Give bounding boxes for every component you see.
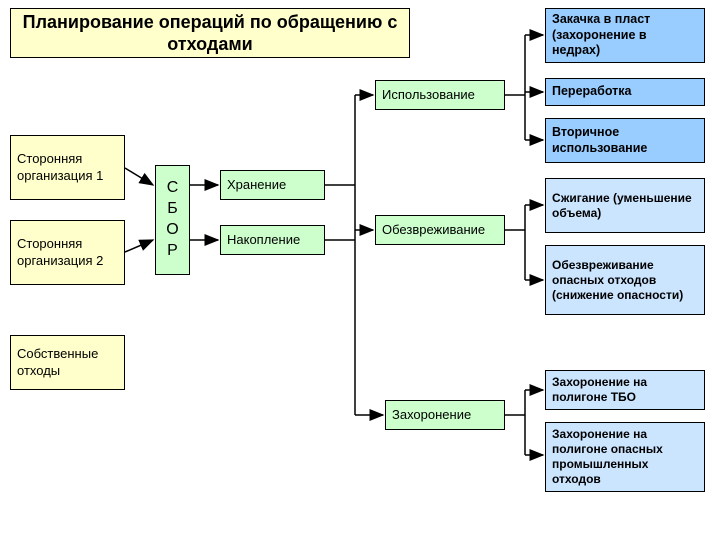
right-hazneut: Обезвреживание опасных отходов (снижение… [545,245,705,315]
mid-accum: Накопление [220,225,325,255]
title: Планирование операций по обращению с отх… [10,8,410,58]
source-org1: Сторонняя организация 1 [10,135,125,200]
sbor-box: С Б О Р [155,165,190,275]
sbor-letter: Р [167,241,178,262]
mid-storage: Хранение [220,170,325,200]
right-burn: Сжигание (уменьшение объема) [545,178,705,233]
right-haz: Захоронение на полигоне опасных промышле… [545,422,705,492]
proc-neutral: Обезвреживание [375,215,505,245]
proc-use: Использование [375,80,505,110]
source-org2: Сторонняя организация 2 [10,220,125,285]
proc-burial: Захоронение [385,400,505,430]
sbor-letter: О [166,220,178,241]
right-tbo: Захоронение на полигоне ТБО [545,370,705,410]
right-inject: Закачка в пласт (захоронение в недрах) [545,8,705,63]
right-reuse: Вторичное использование [545,118,705,163]
source-own: Собственные отходы [10,335,125,390]
sbor-letter: С [167,178,179,199]
sbor-letter: Б [167,199,178,220]
right-recycle: Переработка [545,78,705,106]
